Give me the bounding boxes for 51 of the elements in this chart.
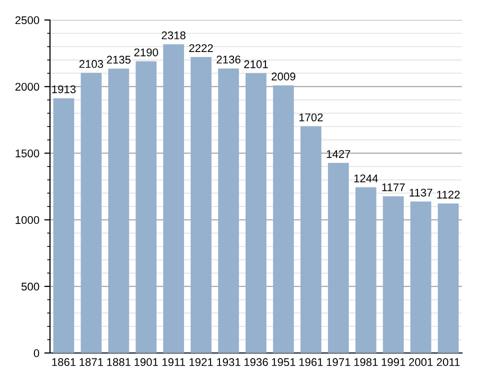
bar [80,72,102,353]
data-label: 1137 [410,188,432,197]
data-label: 1244 [354,174,378,182]
x-tick-label: 1936 [244,358,268,366]
x-tick-label: 2001 [409,358,433,366]
data-label: 2103 [79,60,104,68]
bar [163,44,184,353]
bar [382,196,404,353]
data-label: 1427 [326,150,350,158]
x-tick-label: 1951 [272,358,296,366]
x-tick-label: 1911 [162,358,186,366]
x-tick-label: 1921 [190,358,213,366]
y-tick-label: 1500 [16,149,40,158]
x-tick-label: 1971 [326,358,350,366]
y-tick-label: 500 [21,282,40,291]
bar [246,73,266,353]
x-tick-label: 1991 [382,358,406,366]
data-label: 2318 [162,31,186,40]
bar [438,204,459,353]
x-tick-label: 1931 [217,358,240,366]
data-label: 2135 [106,56,131,64]
data-label: 1702 [299,113,323,122]
x-tick-label: 1861 [52,358,76,366]
data-label: 2222 [189,44,213,52]
y-tick-label: 0 [34,349,40,358]
bar [410,202,432,353]
bar [328,162,349,353]
data-label: 2190 [134,48,158,56]
bar [300,126,322,353]
y-tick-label: 2000 [15,82,40,91]
data-label: 2101 [244,60,268,68]
x-tick-label: 1961 [299,358,323,366]
y-tick-label: 2500 [15,16,40,24]
data-label: 2009 [272,72,296,80]
bar [136,61,157,353]
data-label: 2136 [216,56,240,64]
bar [53,98,74,353]
bar [190,57,212,353]
bar [273,85,294,353]
x-tick-label: 2011 [436,358,460,366]
x-tick-label: 1871 [80,358,104,366]
bar [218,68,239,353]
y-tick-label: 1000 [16,216,40,224]
x-tick-label: 1981 [354,358,378,366]
data-label: 1177 [382,183,405,192]
bar [355,187,376,353]
bar [108,68,130,353]
data-label: 1913 [52,85,76,94]
x-tick-label: 1881 [107,358,130,366]
data-label: 1122 [437,190,460,198]
x-tick-label: 1901 [134,358,158,366]
